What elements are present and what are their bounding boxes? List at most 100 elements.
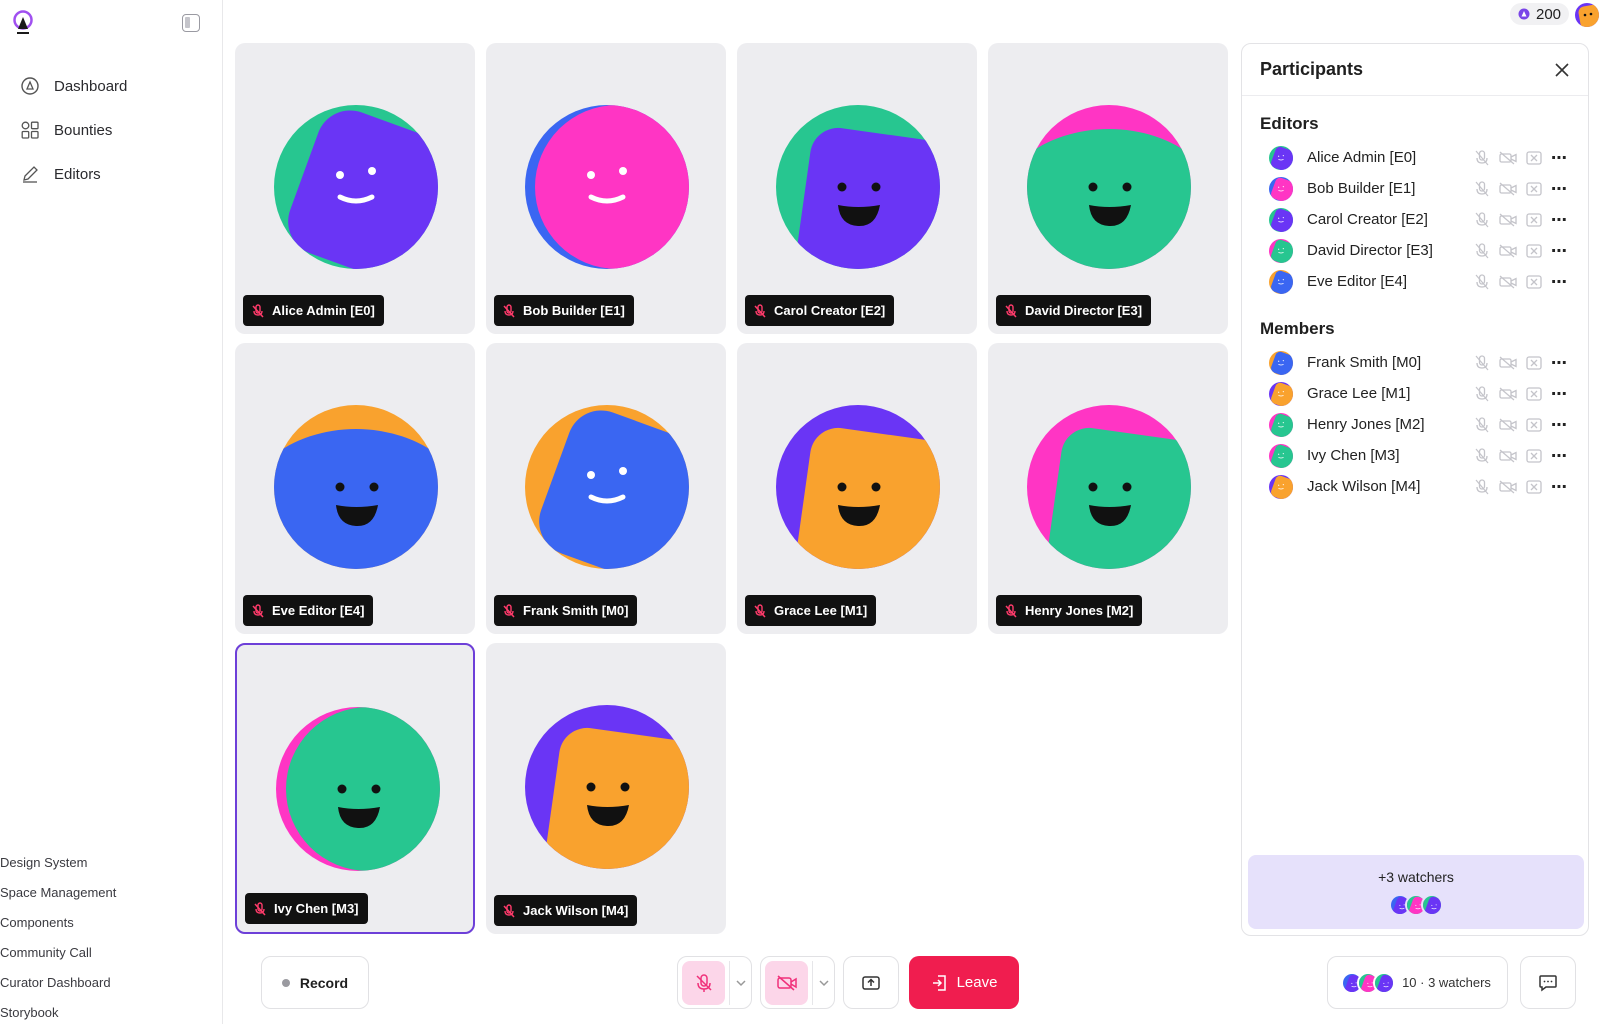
more-options-icon[interactable]: ⋯ — [1551, 416, 1568, 434]
participant-name-tag: Alice Admin [E0] — [243, 295, 384, 326]
camera-toggle-button[interactable] — [765, 960, 809, 1005]
link-space-management[interactable]: Space Management — [0, 885, 117, 900]
camera-icon[interactable] — [1495, 272, 1521, 292]
remove-icon[interactable] — [1521, 353, 1547, 373]
participant-row[interactable]: Alice Admin [E0] ⋯ — [1242, 142, 1588, 173]
video-tile[interactable]: David Director [E3] — [988, 43, 1228, 334]
video-tile[interactable]: Jack Wilson [M4] — [486, 643, 726, 934]
participant-name-tag: Henry Jones [M2] — [996, 595, 1143, 626]
remove-icon[interactable] — [1521, 477, 1547, 497]
video-tile[interactable]: Alice Admin [E0] — [235, 43, 475, 334]
user-avatar[interactable] — [1575, 3, 1599, 27]
participant-name: Bob Builder [E1] — [523, 303, 625, 318]
participant-name: Henry Jones [M2] — [1307, 416, 1425, 433]
mic-icon[interactable] — [1469, 353, 1495, 373]
more-options-icon[interactable]: ⋯ — [1551, 354, 1568, 372]
camera-icon[interactable] — [1495, 353, 1521, 373]
participant-name-tag: Ivy Chen [M3] — [245, 893, 368, 924]
mic-muted-icon — [754, 303, 766, 318]
avatar — [1269, 350, 1293, 375]
remove-icon[interactable] — [1521, 415, 1547, 435]
remove-icon[interactable] — [1521, 179, 1547, 199]
credits-badge[interactable]: 200 — [1510, 3, 1570, 25]
mic-icon[interactable] — [1469, 415, 1495, 435]
camera-options-button[interactable] — [812, 960, 834, 1005]
remove-icon[interactable] — [1521, 384, 1547, 404]
mic-options-button[interactable] — [729, 960, 751, 1005]
participant-row[interactable]: Eve Editor [E4] ⋯ — [1242, 266, 1588, 297]
participant-row[interactable]: David Director [E3] ⋯ — [1242, 235, 1588, 266]
more-options-icon[interactable]: ⋯ — [1551, 180, 1568, 198]
link-curator-dashboard[interactable]: Curator Dashboard — [0, 975, 111, 990]
video-tile[interactable]: Eve Editor [E4] — [235, 343, 475, 634]
more-options-icon[interactable]: ⋯ — [1551, 273, 1568, 291]
mic-icon[interactable] — [1469, 477, 1495, 497]
remove-icon[interactable] — [1521, 272, 1547, 292]
mic-icon[interactable] — [1469, 384, 1495, 404]
camera-icon[interactable] — [1495, 241, 1521, 261]
remove-icon[interactable] — [1521, 446, 1547, 466]
nav-item-dashboard[interactable]: Dashboard — [20, 64, 127, 108]
leave-label: Leave — [956, 974, 998, 991]
sidebar-toggle-button[interactable] — [182, 14, 200, 32]
camera-icon[interactable] — [1495, 384, 1521, 404]
watchers-button[interactable]: 10 · 3 watchers — [1327, 956, 1508, 1009]
participant-row[interactable]: Jack Wilson [M4] ⋯ — [1242, 471, 1588, 502]
participant-row[interactable]: Ivy Chen [M3] ⋯ — [1242, 440, 1588, 471]
link-storybook[interactable]: Storybook — [0, 1005, 59, 1020]
remove-icon[interactable] — [1521, 241, 1547, 261]
mic-icon[interactable] — [1469, 179, 1495, 199]
pencil-icon — [20, 164, 40, 184]
mic-icon[interactable] — [1469, 210, 1495, 230]
chat-button[interactable] — [1520, 956, 1576, 1009]
participant-name-tag: Jack Wilson [M4] — [494, 895, 638, 926]
camera-icon[interactable] — [1495, 210, 1521, 230]
mic-off-icon — [696, 973, 712, 992]
mic-control — [677, 956, 752, 1009]
participant-row[interactable]: Henry Jones [M2] ⋯ — [1242, 409, 1588, 440]
mic-icon[interactable] — [1469, 241, 1495, 261]
app-logo[interactable] — [12, 10, 34, 36]
more-options-icon[interactable]: ⋯ — [1551, 242, 1568, 260]
participant-row[interactable]: Frank Smith [M0] ⋯ — [1242, 347, 1588, 378]
close-icon[interactable] — [1554, 62, 1570, 78]
participant-avatar — [525, 705, 689, 869]
video-tile[interactable]: Ivy Chen [M3] — [235, 643, 475, 934]
participant-row[interactable]: Grace Lee [M1] ⋯ — [1242, 378, 1588, 409]
share-screen-button[interactable] — [843, 956, 899, 1009]
video-tile[interactable]: Carol Creator [E2] — [737, 43, 977, 334]
watcher-avatar — [1357, 971, 1380, 994]
link-design-system[interactable]: Design System — [0, 855, 88, 870]
sidebar-links: Design System Space Management Component… — [0, 855, 116, 1024]
nav-item-editors[interactable]: Editors — [20, 152, 127, 196]
camera-icon[interactable] — [1495, 477, 1521, 497]
video-tile[interactable]: Henry Jones [M2] — [988, 343, 1228, 634]
record-button[interactable]: Record — [261, 956, 369, 1009]
remove-icon[interactable] — [1521, 210, 1547, 230]
camera-icon[interactable] — [1495, 148, 1521, 168]
participant-row[interactable]: Carol Creator [E2] ⋯ — [1242, 204, 1588, 235]
more-options-icon[interactable]: ⋯ — [1551, 447, 1568, 465]
nav-item-bounties[interactable]: Bounties — [20, 108, 127, 152]
leave-button[interactable]: Leave — [909, 956, 1019, 1009]
members-list: Frank Smith [M0] ⋯ Grace Lee [M1] ⋯ Henry Jo… — [1242, 347, 1588, 502]
mic-icon[interactable] — [1469, 446, 1495, 466]
video-tile[interactable]: Grace Lee [M1] — [737, 343, 977, 634]
video-tile[interactable]: Bob Builder [E1] — [486, 43, 726, 334]
camera-icon[interactable] — [1495, 179, 1521, 199]
more-options-icon[interactable]: ⋯ — [1551, 478, 1568, 496]
link-community-call[interactable]: Community Call — [0, 945, 92, 960]
mic-toggle-button[interactable] — [682, 960, 726, 1005]
mic-icon[interactable] — [1469, 272, 1495, 292]
participant-row[interactable]: Bob Builder [E1] ⋯ — [1242, 173, 1588, 204]
mic-icon[interactable] — [1469, 148, 1495, 168]
video-tile[interactable]: Frank Smith [M0] — [486, 343, 726, 634]
link-components[interactable]: Components — [0, 915, 74, 930]
more-options-icon[interactable]: ⋯ — [1551, 385, 1568, 403]
watchers-box[interactable]: +3 watchers — [1248, 855, 1584, 929]
camera-icon[interactable] — [1495, 415, 1521, 435]
remove-icon[interactable] — [1521, 148, 1547, 168]
more-options-icon[interactable]: ⋯ — [1551, 149, 1568, 167]
more-options-icon[interactable]: ⋯ — [1551, 211, 1568, 229]
camera-icon[interactable] — [1495, 446, 1521, 466]
